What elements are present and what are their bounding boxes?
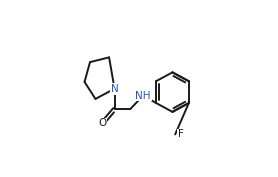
Text: NH: NH <box>135 90 151 101</box>
Text: O: O <box>98 118 106 129</box>
Text: N: N <box>111 84 118 94</box>
Text: F: F <box>178 129 184 139</box>
